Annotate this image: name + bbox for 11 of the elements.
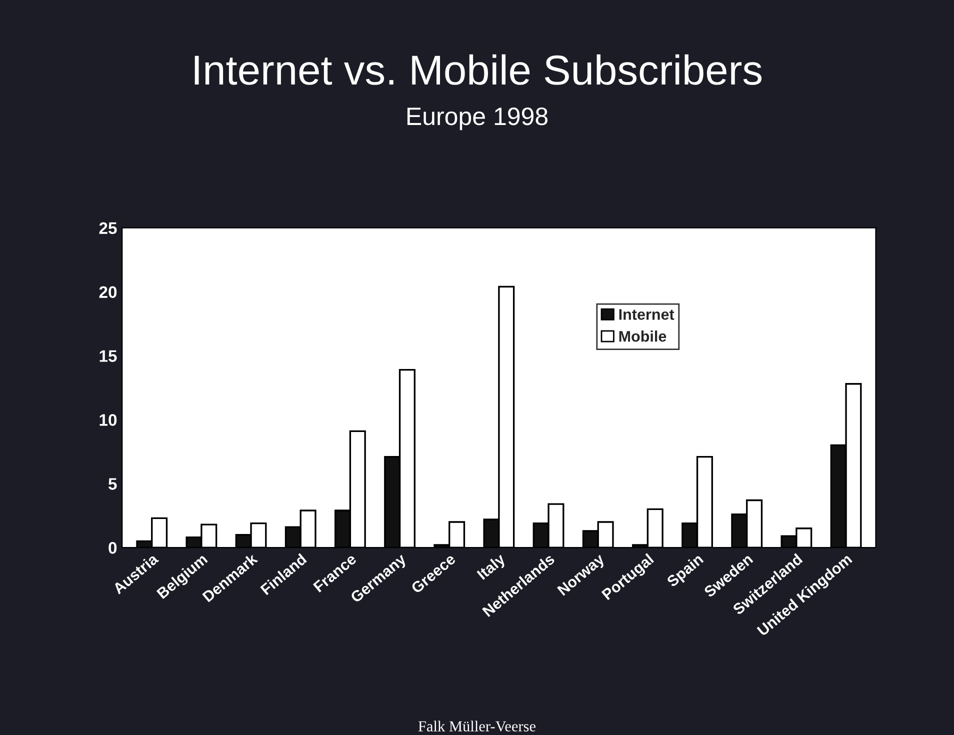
legend-label: Internet	[619, 309, 674, 320]
chart-subtitle: Europe 1998	[407, 107, 548, 130]
y-tick-label: 25	[99, 222, 117, 234]
y-tick-label: 5	[108, 478, 117, 490]
text: Falk Müller-Veerse	[418, 720, 536, 732]
legend-label: Mobile	[619, 330, 666, 342]
y-tick-label: 15	[100, 350, 117, 362]
y-tick-label: 20	[99, 286, 117, 298]
y-tick-label: 0	[108, 542, 117, 554]
y-tick-label: 10	[100, 414, 117, 426]
chart-title: Internet vs. Mobile Subscribers	[194, 54, 762, 85]
